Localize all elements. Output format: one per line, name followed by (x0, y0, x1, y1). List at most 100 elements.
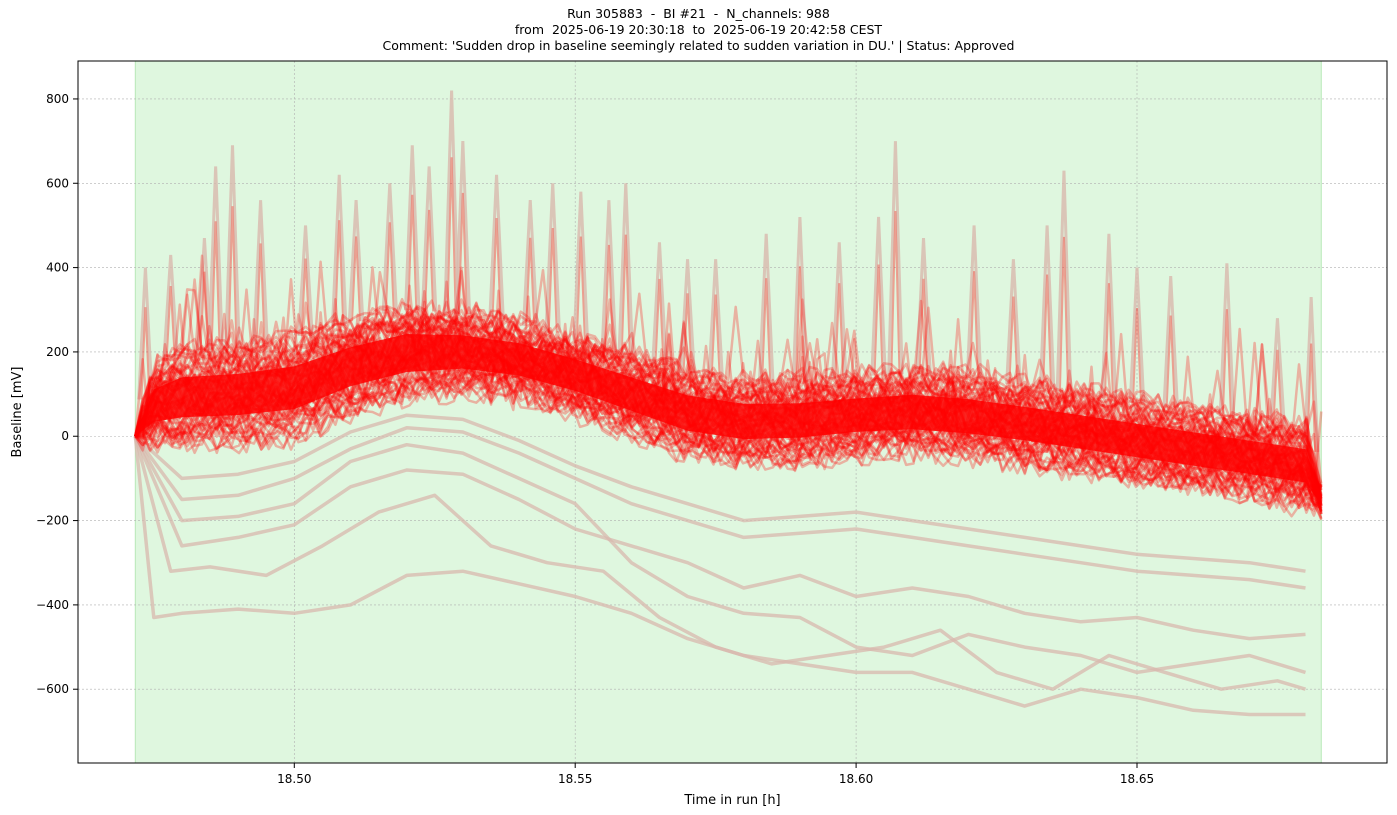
spike-faded (330, 174, 348, 326)
spike-faded (522, 200, 539, 326)
spike-faded (1038, 225, 1056, 390)
channel-trace (134, 304, 1323, 496)
channel-trace (135, 333, 1322, 510)
spike-faded (707, 259, 724, 378)
spike-faded (1128, 267, 1146, 403)
outlier-trace-6 (134, 413, 1306, 573)
y-axis-title: Baseline [mV] (10, 367, 25, 458)
spike-faded (420, 166, 438, 312)
y-tick-label: 0 (61, 429, 69, 443)
x-tick-label: 18.55 (558, 772, 592, 786)
spike-faded (1218, 263, 1236, 417)
x-tick-label: 18.60 (839, 772, 873, 786)
spike-faded (965, 225, 983, 379)
spike (300, 258, 311, 336)
spike-faded (831, 242, 848, 379)
title-line-3: Comment: 'Sudden drop in baseline seemin… (382, 38, 1015, 53)
spike-faded (1055, 170, 1073, 392)
channel-trace (134, 268, 1323, 484)
y-tick-label: 400 (46, 261, 69, 275)
channel-trace (134, 292, 1323, 497)
y-tick-label: 800 (46, 92, 69, 106)
spike-faded (381, 183, 399, 314)
channel-trace (134, 293, 1323, 511)
spike (457, 192, 468, 315)
x-tick-label: 18.50 (277, 772, 311, 786)
spike-faded (297, 225, 314, 336)
spike-faded (544, 183, 561, 333)
dense-baseline-band (135, 334, 1322, 505)
outlier-trace-5 (133, 426, 1306, 590)
channel-trace (134, 266, 1323, 496)
spike (140, 307, 151, 400)
x-tick-label: 18.65 (1120, 772, 1154, 786)
y-tick-label: 600 (46, 176, 69, 190)
channel-trace (134, 254, 1323, 499)
channel-trace (134, 306, 1323, 490)
spike-faded (404, 145, 421, 311)
spike-faded (252, 200, 269, 345)
spike-faded (1269, 318, 1286, 424)
spike-faded (488, 174, 505, 320)
spike (446, 157, 457, 314)
channel-trace (134, 361, 1323, 503)
spike (575, 236, 586, 341)
spike (1103, 283, 1114, 399)
y-tick-label: −400 (36, 598, 69, 612)
spike (1058, 236, 1070, 392)
spike (1221, 309, 1232, 417)
channel-trace (134, 301, 1323, 501)
channel-trace (134, 311, 1323, 506)
spike-faded (572, 191, 590, 342)
spike-faded (137, 267, 154, 400)
spike (969, 271, 980, 379)
spike (834, 283, 845, 379)
spike-faded (600, 200, 618, 350)
outlier-trace-3 (133, 435, 1307, 675)
spike-faded (617, 183, 634, 355)
title-line-1: Run 305883 - BI #21 - N_channels: 988 (567, 6, 830, 21)
spike (407, 194, 418, 311)
spike-faded (1100, 233, 1118, 399)
spike (384, 222, 395, 314)
y-tick-label: 200 (46, 345, 69, 359)
spike-faded (651, 242, 668, 365)
spike-faded (454, 141, 472, 315)
x-axis-title: Time in run [h] (683, 793, 780, 808)
series-group (133, 90, 1323, 717)
outlier-trace-4 (133, 435, 1306, 641)
spike (1306, 343, 1317, 452)
spike-faded (679, 259, 696, 374)
spike-faded (443, 90, 460, 314)
spike (199, 271, 210, 351)
channel-trace (134, 322, 1323, 518)
spike-faded (1005, 259, 1022, 385)
spike (165, 286, 176, 359)
spike (227, 206, 238, 349)
outlier-trace-1 (133, 436, 1306, 717)
spike-faded (1162, 275, 1179, 408)
spike (761, 278, 772, 382)
spike (873, 264, 884, 376)
title-line-2: from 2025-06-19 20:30:18 to 2025-06-19 2… (514, 22, 883, 37)
spike (1008, 296, 1019, 385)
y-tick-label: −200 (36, 514, 69, 528)
channel-trace (134, 295, 1323, 521)
axes: 18.50 18.55 18.60 18.65 −600 −400 −200 0 200 400 6… (36, 60, 1388, 786)
spike (710, 294, 721, 378)
spike (918, 278, 929, 374)
channel-trace (134, 304, 1322, 507)
spike-faded (791, 216, 809, 382)
chart-title: Run 305883 - BI #21 - N_channels: 988 fr… (0, 6, 1397, 54)
channel-trace (134, 300, 1322, 514)
spike-faded (207, 166, 224, 350)
spike (620, 234, 631, 355)
spike (794, 266, 805, 382)
channel-trace (134, 289, 1323, 520)
spike (351, 236, 362, 322)
spike (1272, 349, 1283, 424)
spike-faded (224, 145, 241, 349)
spike (890, 211, 901, 375)
spike (424, 209, 435, 312)
